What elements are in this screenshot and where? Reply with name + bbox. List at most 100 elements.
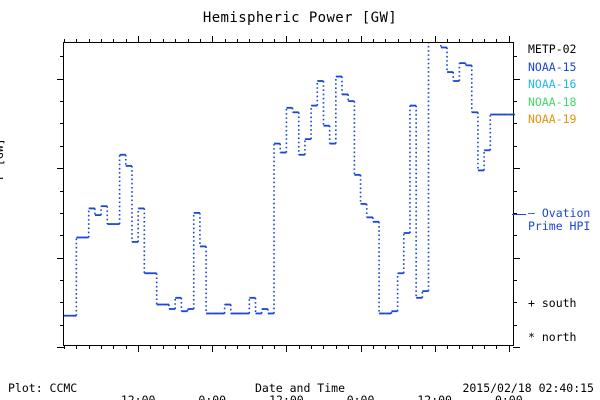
y-tick-minor bbox=[513, 190, 517, 192]
x-tick-major bbox=[434, 345, 436, 352]
x-tick-minor bbox=[261, 345, 263, 349]
x-tick-minor bbox=[76, 345, 78, 349]
x-tick-minor bbox=[484, 345, 486, 349]
x-tick-major bbox=[212, 345, 214, 352]
x-tick-minor bbox=[101, 345, 103, 349]
y-tick-major bbox=[57, 347, 64, 348]
plot-credit: Plot: CCMC bbox=[8, 381, 78, 395]
y-tick-minor bbox=[60, 212, 64, 214]
x-tick-minor bbox=[64, 345, 65, 349]
ovation-legend-label: — Ovation Prime HPI bbox=[528, 206, 591, 233]
x-tick-minor bbox=[323, 39, 325, 43]
y-tick-major bbox=[57, 257, 64, 259]
x-tick-minor bbox=[224, 39, 226, 43]
ovation-legend-dash-icon bbox=[512, 214, 526, 215]
x-tick-label: 0:00 Feb17 bbox=[346, 393, 375, 400]
x-tick-minor bbox=[335, 345, 337, 349]
x-tick-minor bbox=[101, 39, 103, 43]
x-tick-minor bbox=[150, 345, 152, 349]
x-tick-major bbox=[434, 36, 436, 43]
plot-area: 020406012:00 Feb150:00 Feb1612:00 Feb160… bbox=[57, 36, 523, 400]
y-tick-minor bbox=[60, 279, 64, 281]
x-tick-major bbox=[138, 345, 140, 352]
series-svg bbox=[64, 43, 515, 317]
data-series-layer bbox=[64, 43, 515, 347]
y-tick-minor bbox=[60, 190, 64, 192]
x-tick-minor bbox=[397, 345, 399, 349]
x-tick-label: 12:00 Feb16 bbox=[269, 393, 304, 400]
x-tick-minor bbox=[113, 39, 115, 43]
x-tick-minor bbox=[236, 345, 238, 349]
y-tick-minor bbox=[60, 56, 64, 58]
x-tick-minor bbox=[372, 39, 374, 43]
x-tick-label: 12:00 Feb17 bbox=[417, 393, 452, 400]
y-tick-minor bbox=[60, 235, 64, 237]
x-tick-minor bbox=[409, 345, 411, 349]
x-tick-label: 0:00 Feb18 bbox=[494, 393, 523, 400]
x-tick-minor bbox=[447, 39, 449, 43]
legend-item-metp-02: METP-02 bbox=[528, 42, 577, 56]
x-tick-major bbox=[360, 36, 362, 43]
x-tick-label: 0:00 Feb16 bbox=[198, 393, 227, 400]
x-tick-minor bbox=[261, 39, 263, 43]
x-tick-minor bbox=[175, 39, 177, 43]
x-tick-minor bbox=[459, 345, 461, 349]
y-tick-major bbox=[57, 168, 64, 170]
y-tick-minor bbox=[60, 302, 64, 304]
x-tick-minor bbox=[199, 39, 201, 43]
x-tick-minor bbox=[397, 39, 399, 43]
legend-item-noaa-16: NOAA-16 bbox=[528, 77, 577, 92]
x-tick-minor bbox=[348, 39, 350, 43]
x-tick-minor bbox=[125, 345, 127, 349]
x-tick-major bbox=[286, 36, 288, 43]
x-tick-minor bbox=[125, 39, 127, 43]
y-tick-minor bbox=[60, 145, 64, 147]
legend-north-marker: * north bbox=[528, 330, 577, 344]
x-tick-minor bbox=[422, 39, 424, 43]
x-tick-minor bbox=[298, 39, 300, 43]
x-tick-minor bbox=[187, 39, 189, 43]
series-ovation-prime-hpi bbox=[64, 43, 515, 317]
x-tick-minor bbox=[224, 345, 226, 349]
satellite-legend: METP-02 NOAA-15 NOAA-16 NOAA-18 NOAA-19 bbox=[528, 41, 576, 129]
y-tick-minor bbox=[60, 123, 64, 125]
x-tick-minor bbox=[323, 345, 325, 349]
x-tick-minor bbox=[348, 345, 350, 349]
x-tick-minor bbox=[113, 345, 115, 349]
y-tick-minor bbox=[513, 145, 517, 147]
x-tick-minor bbox=[175, 345, 177, 349]
y-tick-major bbox=[57, 78, 64, 80]
y-tick-minor bbox=[513, 212, 517, 214]
y-axis-title: P [GW] bbox=[0, 138, 6, 180]
y-tick-major-right bbox=[513, 257, 520, 259]
y-tick-major-right bbox=[513, 168, 520, 170]
x-tick-major bbox=[508, 345, 510, 352]
x-tick-minor bbox=[496, 39, 498, 43]
x-tick-minor bbox=[311, 345, 313, 349]
x-tick-minor bbox=[459, 39, 461, 43]
x-tick-minor bbox=[471, 39, 473, 43]
x-tick-label: 12:00 Feb15 bbox=[120, 393, 156, 400]
x-tick-minor bbox=[162, 345, 164, 349]
x-tick-minor bbox=[311, 39, 313, 43]
x-tick-minor bbox=[496, 345, 498, 349]
y-tick-minor bbox=[513, 235, 517, 237]
legend-item-noaa-19: NOAA-19 bbox=[528, 112, 577, 127]
y-tick-minor bbox=[513, 279, 517, 281]
x-tick-major bbox=[212, 36, 214, 43]
y-tick-minor bbox=[60, 101, 64, 103]
x-tick-minor bbox=[76, 39, 78, 43]
legend-south-marker: + south bbox=[528, 296, 577, 310]
x-tick-minor bbox=[187, 345, 189, 349]
x-tick-minor bbox=[249, 39, 251, 43]
y-tick-minor bbox=[513, 324, 517, 326]
plot-timestamp: 2015/02/18 02:40:15 bbox=[462, 381, 594, 395]
chart-title: Hemispheric Power [GW] bbox=[202, 10, 398, 26]
x-tick-major bbox=[286, 345, 288, 352]
x-tick-minor bbox=[484, 39, 486, 43]
y-tick-major-right bbox=[513, 78, 520, 80]
y-tick-minor bbox=[513, 123, 517, 125]
x-tick-minor bbox=[274, 345, 276, 349]
x-tick-minor bbox=[150, 39, 152, 43]
x-tick-minor bbox=[274, 39, 276, 43]
